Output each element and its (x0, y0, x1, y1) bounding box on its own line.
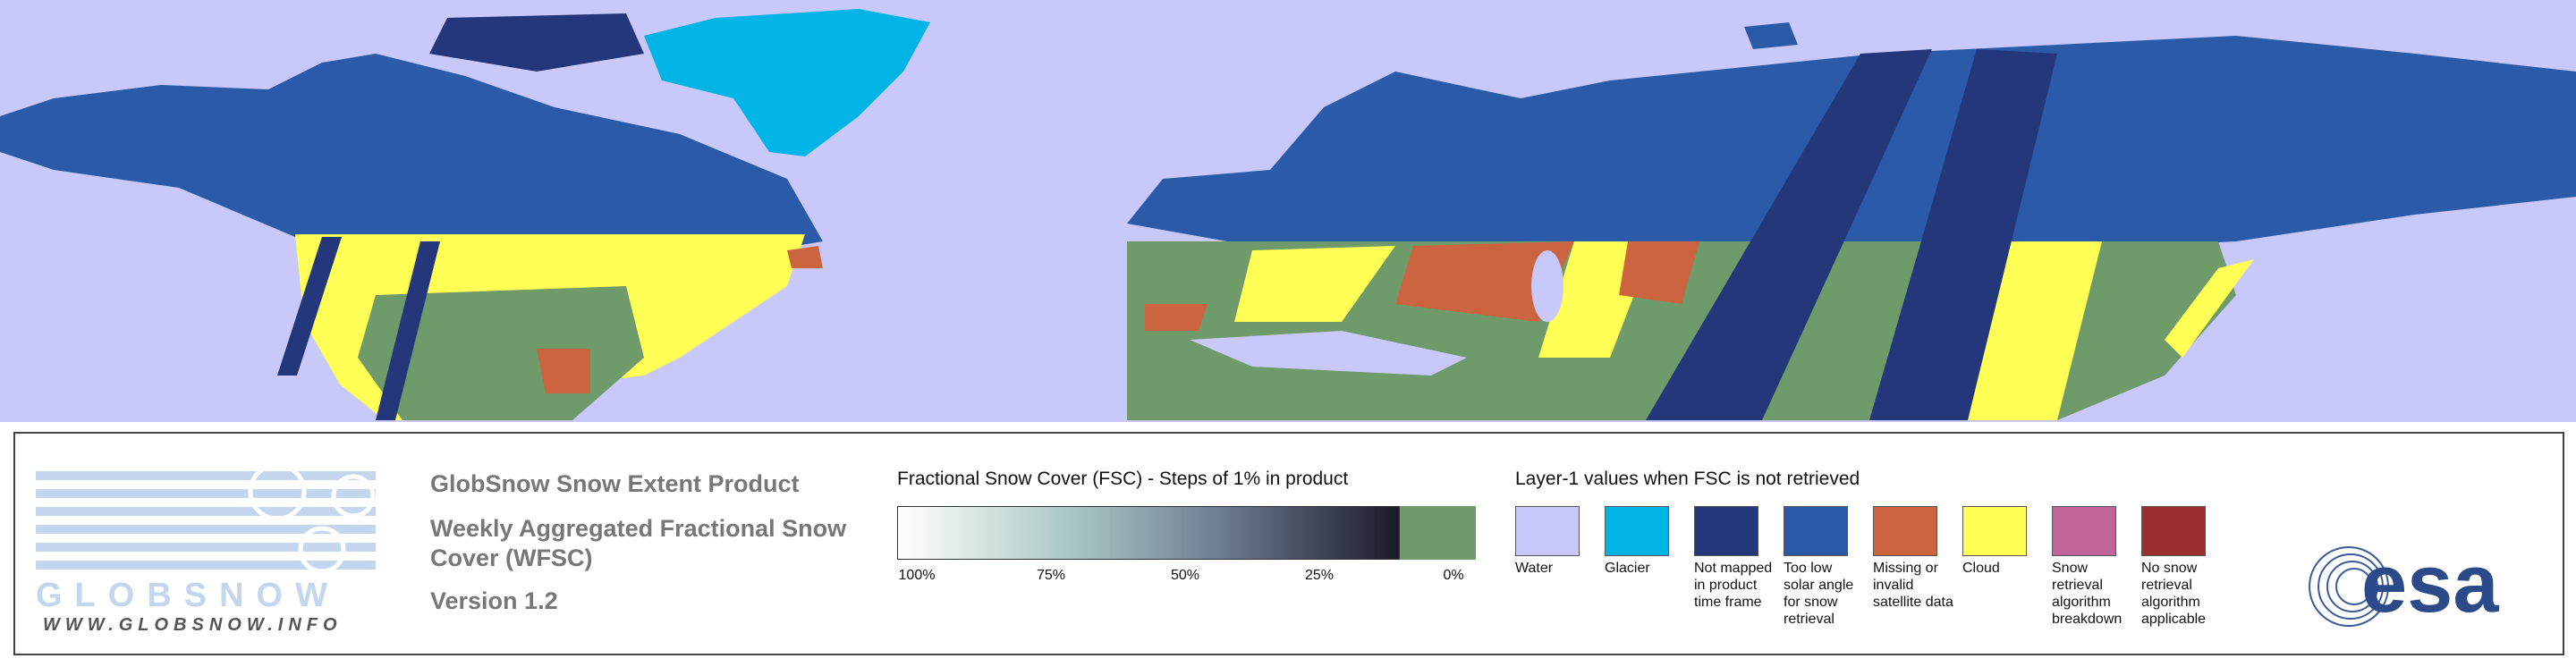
logo-graphic (36, 462, 376, 574)
missing-data (787, 246, 823, 268)
north-america-north (0, 54, 823, 259)
legend-label: Missing or invalid satellite data (1873, 561, 1953, 610)
svalbard (1744, 22, 1798, 49)
legend-swatch (2052, 506, 2116, 556)
product-subtitle: Weekly Aggregated Fractional Snow Cover … (430, 515, 847, 571)
fsc-gradient (897, 506, 1400, 560)
missing-data (1145, 304, 1208, 331)
fsc-title: Fractional Snow Cover (FSC) - Steps of 1… (897, 469, 1349, 489)
stripe (277, 237, 342, 376)
legend-swatch (1605, 506, 1669, 556)
legend-swatch (2141, 506, 2206, 556)
cloud (1234, 246, 1395, 322)
logo-name: GLOBSNOW (36, 577, 340, 614)
legend-panel (13, 432, 2564, 655)
legend-label: Too low solar angle for snow retrieval (1784, 561, 1854, 627)
not-mapped-band (1869, 49, 2057, 420)
legend-swatch (1694, 506, 1758, 556)
fsc-zero-swatch (1400, 506, 1476, 560)
legend-label: Not mapped in product time frame (1694, 561, 1773, 610)
stripe (376, 241, 440, 420)
legend-label: Snow retrieval algorithm breakdown (2052, 561, 2123, 627)
snow-map (0, 0, 2576, 422)
fsc-tick-label: 50% (1170, 568, 1200, 583)
not-mapped-band (1646, 49, 1932, 420)
fsc-tick-label: 25% (1304, 568, 1335, 583)
caspian (1531, 250, 1563, 322)
esa-swirl (2309, 546, 2389, 627)
fsc-tick-label: 0% (1443, 568, 1464, 583)
legend-label: Glacier (1605, 561, 1650, 576)
mediterranean (1190, 331, 1467, 376)
missing-data (1395, 241, 1574, 322)
esa-logo: esa (2361, 538, 2499, 629)
product-version: Version 1.2 (430, 587, 558, 614)
legend-label: No snow retrieval algorithm applicable (2141, 561, 2207, 627)
product-title: GlobSnow Snow Extent Product (430, 470, 800, 497)
missing-data (537, 349, 590, 393)
legend-swatch (1873, 506, 1937, 556)
legend-swatch (1962, 506, 2027, 556)
layer1-title: Layer-1 values when FSC is not retrieved (1515, 469, 1860, 489)
fsc-tick-label: 100% (898, 568, 936, 583)
legend-label: Cloud (1962, 561, 2000, 576)
missing-data (1619, 241, 1699, 304)
japan (2165, 259, 2254, 358)
legend-label: Water (1515, 561, 1554, 576)
logo-url: WWW.GLOBSNOW.INFO (43, 615, 343, 635)
legend-swatch (1515, 506, 1580, 556)
arctic-islands (429, 13, 644, 72)
fsc-tick-label: 75% (1036, 568, 1066, 583)
greenland (644, 9, 930, 156)
legend-swatch (1784, 506, 1848, 556)
